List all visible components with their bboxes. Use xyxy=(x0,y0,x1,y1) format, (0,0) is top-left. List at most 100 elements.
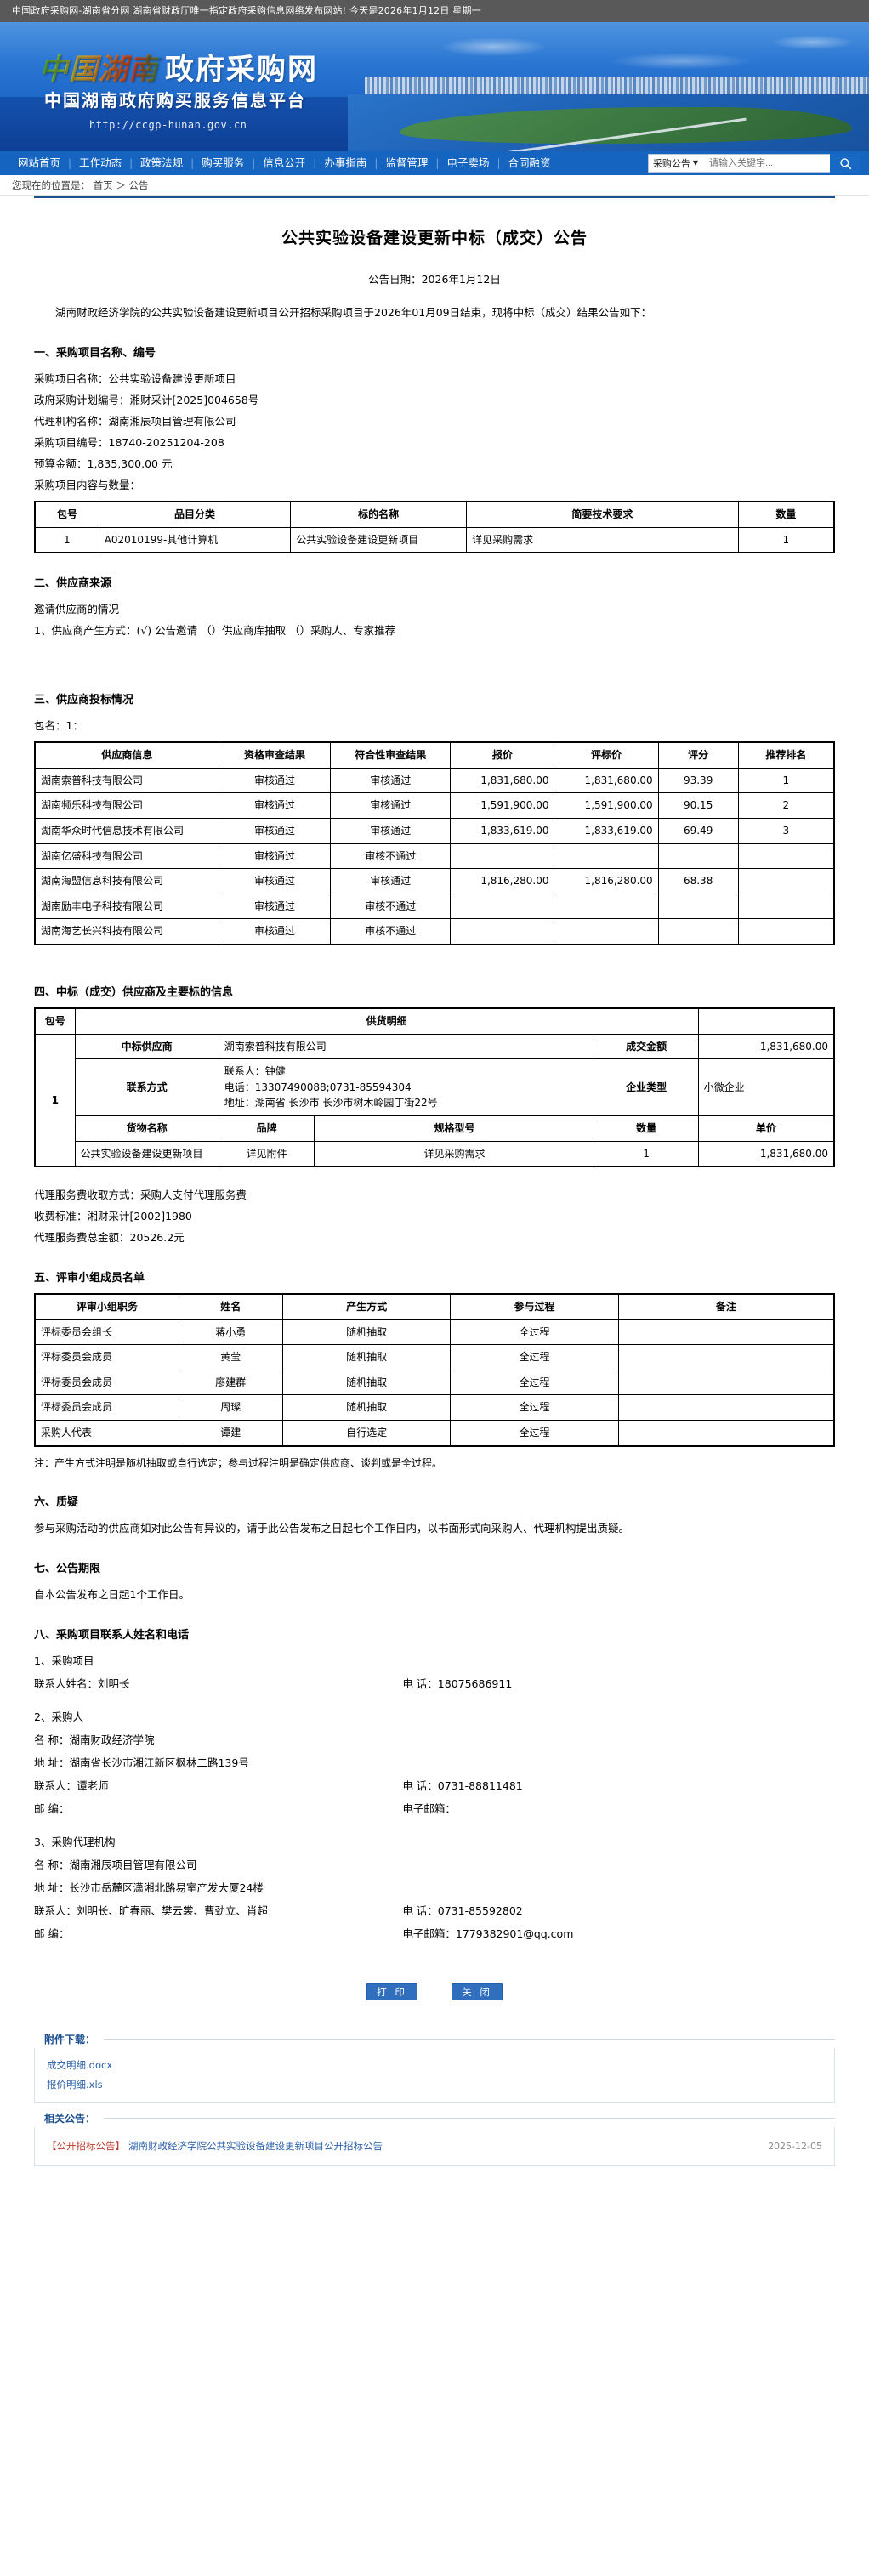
cell-supplier-info: 湖南海盟信息科技有限公司 xyxy=(34,868,219,894)
close-button[interactable]: 关 闭 xyxy=(452,1983,503,2001)
cell-role: 评标委员会成员 xyxy=(34,1369,179,1396)
spacer xyxy=(34,949,835,962)
cell-supplier-info: 湖南华众时代信息技术有限公司 xyxy=(34,817,219,844)
project-items-table: 包号 品目分类 标的名称 简要技术要求 数量 1 A02010199-其他计算机… xyxy=(34,501,835,554)
breadcrumb-item-home[interactable]: 首页 xyxy=(93,179,113,191)
related-item-link[interactable]: 湖南财政经济学院公共实验设备建设更新项目公开招标公告 xyxy=(128,2140,383,2153)
col-qualification: 资格审查结果 xyxy=(218,741,332,769)
purchaser-contact: 联系人：谭老师 xyxy=(34,1779,109,1793)
cell-qualification: 审核通过 xyxy=(218,792,332,819)
attachment-link[interactable]: 成交明细.docx xyxy=(47,2059,113,2072)
col-name: 姓名 xyxy=(178,1293,283,1320)
nav-item-financing[interactable]: 合同融资 xyxy=(508,156,551,169)
cell-compliance: 审核通过 xyxy=(330,792,452,819)
col-package-no: 包号 xyxy=(34,1007,76,1035)
spacer xyxy=(34,1171,835,1184)
related-header: 相关公告： xyxy=(34,2108,835,2127)
section-5-heading: 五、评审小组成员名单 xyxy=(34,1272,145,1285)
nav-item-disclosure[interactable]: 信息公开 xyxy=(263,156,306,169)
cell-eval-price: 1,833,619.00 xyxy=(554,817,659,844)
cell-process: 全过程 xyxy=(450,1344,619,1370)
nav-item-emall[interactable]: 电子卖场 xyxy=(446,156,490,169)
col-package-no: 包号 xyxy=(34,501,99,528)
print-button[interactable]: 打 印 xyxy=(366,1983,417,2001)
col-quote: 报价 xyxy=(450,741,555,769)
table-row: 名 称：湖南湘辰项目管理有限公司 xyxy=(34,1853,835,1875)
cell-name: 谭建 xyxy=(178,1420,283,1447)
agency-phone: 电 话：0731-85592802 xyxy=(402,1904,523,1918)
breadcrumb-separator: ＞ xyxy=(116,179,126,191)
section-8-heading: 八、采购项目联系人姓名和电话 xyxy=(34,1629,190,1643)
agency-fee-standard: 收费标准：湘财采计[2002]1980 xyxy=(34,1210,192,1223)
search-button[interactable] xyxy=(830,154,860,173)
cell-score: 93.39 xyxy=(657,767,739,794)
search-box[interactable]: 采购公告 ▼ xyxy=(647,154,860,173)
nav-item-home[interactable]: 网站首页 xyxy=(18,156,61,169)
nav-separator: | xyxy=(252,157,256,169)
agency-zip: 邮 编： xyxy=(34,1927,70,1941)
col-supply-detail: 供货明细 xyxy=(74,1007,699,1035)
cell-package-no: 1 xyxy=(34,526,99,553)
cell-quote xyxy=(450,843,555,870)
label-contact-method: 联系方式 xyxy=(74,1058,219,1116)
attachments-title: 附件下载： xyxy=(44,2033,96,2045)
related-title: 相关公告： xyxy=(44,2112,96,2125)
document-content: 公共实验设备建设更新中标（成交）公告 公告日期：2026年1月12日 湖南财政经… xyxy=(34,196,835,2167)
cell-rank: 2 xyxy=(737,792,835,819)
contact-group-1-title: 1、采购项目 xyxy=(34,1654,94,1668)
col-role: 评审小组职务 xyxy=(34,1293,179,1320)
nav-item-policy[interactable]: 政策法规 xyxy=(140,156,184,169)
purchaser-email: 电子邮箱： xyxy=(402,1802,456,1816)
nav-item-news[interactable]: 工作动态 xyxy=(79,156,122,169)
site-url: http://ccgp-hunan.gov.cn xyxy=(89,119,247,131)
agency-address: 地 址：长沙市岳麓区潇湘北路易室产发大厦24楼 xyxy=(34,1881,264,1895)
cell-score xyxy=(657,918,739,945)
cell-compliance: 审核通过 xyxy=(330,767,452,794)
purchaser-address: 地 址：湖南省长沙市湘江新区枫林二路139号 xyxy=(34,1756,249,1770)
review-committee-table: 评审小组职务 姓名 产生方式 参与过程 备注 评标委员会组长 蒋小勇 随机抽取 … xyxy=(34,1293,835,1447)
table-header-row: 评审小组职务 姓名 产生方式 参与过程 备注 xyxy=(34,1293,835,1320)
search-input[interactable] xyxy=(702,154,830,173)
cell-quote: 1,816,280.00 xyxy=(450,868,555,894)
cell-name: 周璨 xyxy=(178,1394,283,1421)
site-banner: 中国湖南 政府采购网 中国湖南政府购买服务信息平台 http://ccgp-hun… xyxy=(0,22,869,151)
site-logo-calligraphy: 中国湖南 xyxy=(39,46,158,88)
cell-supplier-info: 湖南亿盛科技有限公司 xyxy=(34,843,219,870)
cell-rank xyxy=(737,868,835,894)
agency-fee-total: 代理服务费总金额：20526.2元 xyxy=(34,1231,185,1245)
table-row: 评标委员会组长 蒋小勇 随机抽取 全过程 xyxy=(34,1319,835,1346)
section-3-heading: 三、供应商投标情况 xyxy=(34,694,134,707)
notice-period-paragraph: 自本公告发布之日起1个工作日。 xyxy=(34,1588,190,1602)
section-1-heading: 一、采购项目名称、编号 xyxy=(34,347,156,360)
table-row: 邮 编： 电子邮箱：1779382901@qq.com xyxy=(34,1921,835,1944)
cell-unit-price: 1,831,680.00 xyxy=(697,1140,835,1167)
cell-score: 68.38 xyxy=(657,868,739,894)
col-goods-name: 货物名称 xyxy=(74,1115,219,1142)
cell-quantity: 1 xyxy=(737,526,835,553)
cell-role: 评标委员会成员 xyxy=(34,1394,179,1421)
cell-role: 评标委员会成员 xyxy=(34,1344,179,1370)
nav-separator: | xyxy=(374,157,378,169)
winning-supplier-table: 包号 供货明细 1 中标供应商 湖南索普科技有限公司 成交金额 1,831,68… xyxy=(34,1007,835,1168)
col-subject-name: 标的名称 xyxy=(290,501,468,528)
cell-process: 全过程 xyxy=(450,1369,619,1396)
col-recommend-rank: 推荐排名 xyxy=(737,741,835,769)
site-logo-main: 政府采购网 xyxy=(165,53,318,87)
content-qty-label: 采购项目内容与数量： xyxy=(34,479,141,491)
nav-item-services[interactable]: 购买服务 xyxy=(202,156,245,169)
package-label: 包名：1： xyxy=(34,719,83,733)
cell-remark xyxy=(617,1394,835,1421)
attachment-link[interactable]: 报价明细.xls xyxy=(47,2079,103,2091)
search-category-select[interactable]: 采购公告 ▼ xyxy=(647,154,702,173)
table-row: 联系人姓名：刘明长 电 话：18075686911 xyxy=(34,1671,835,1694)
table-header-row: 货物名称 品牌 规格型号 数量 单价 xyxy=(35,1115,835,1142)
nav-item-supervision[interactable]: 监督管理 xyxy=(385,156,429,169)
cell-method: 随机抽取 xyxy=(281,1344,452,1370)
label-award-amount: 成交金额 xyxy=(594,1033,699,1060)
nav-item-guide[interactable]: 办事指南 xyxy=(324,156,367,169)
main-navigation[interactable]: 网站首页 | 工作动态 | 政策法规 | 购买服务 | 信息公开 | 办事指南 | 监督管理… xyxy=(0,151,869,175)
cell-compliance: 审核通过 xyxy=(330,868,452,894)
supplier-source-line: 1、供应商产生方式：(√) 公告邀请 （）供应商库抽取 （）采购人、专家推荐 xyxy=(34,624,396,638)
table-row: 1 中标供应商 湖南索普科技有限公司 成交金额 1,831,680.00 xyxy=(34,1033,835,1167)
table-row: 湖南频乐科技有限公司 审核通过 审核通过 1,591,900.00 1,591,… xyxy=(34,792,835,819)
